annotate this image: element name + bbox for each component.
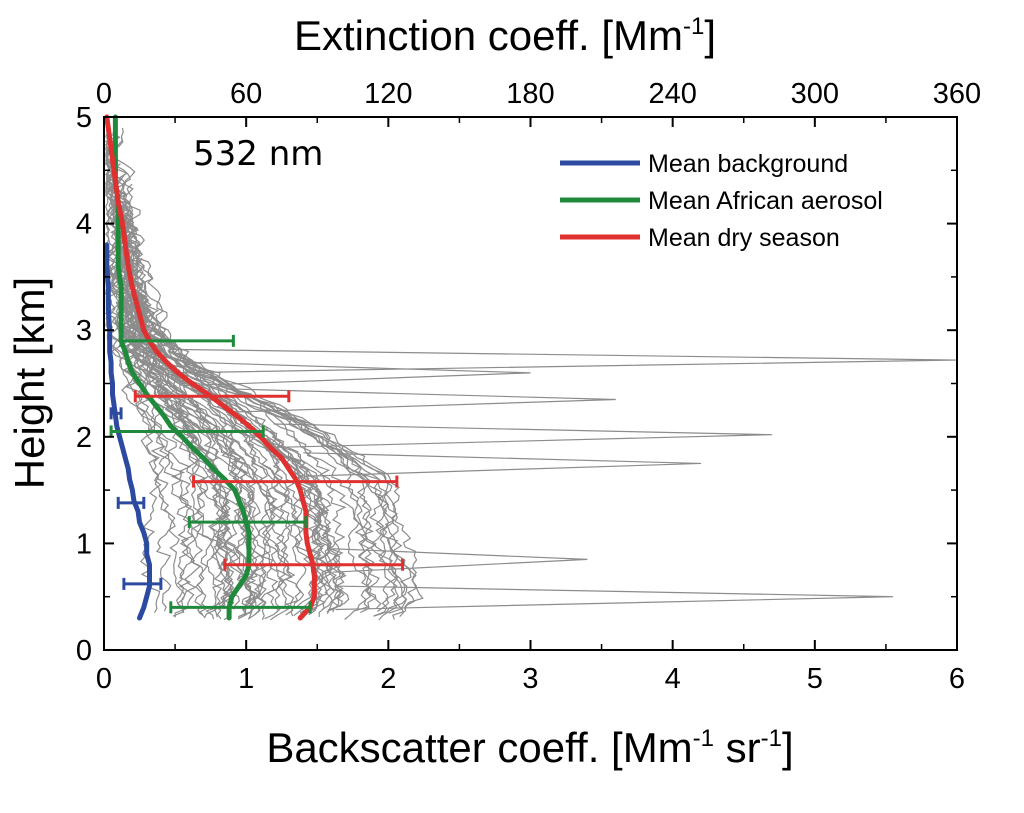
- individual-profile-line: [124, 218, 377, 620]
- x-top-tick-label: 0: [96, 78, 112, 110]
- x-bottom-tick-label: 3: [522, 663, 538, 695]
- individual-profile-line: [130, 313, 287, 613]
- bottom-axis-title: Backscatter coeff. [Mm-1 sr-1]: [266, 724, 793, 771]
- y-tick-label: 2: [76, 422, 92, 454]
- x-top-tick-label: 60: [230, 78, 262, 110]
- y-tick-label: 0: [76, 635, 92, 667]
- x-bottom-tick-label: 0: [96, 663, 112, 695]
- individual-profile-spike: [170, 348, 958, 374]
- individual-profile-spike: [273, 423, 773, 449]
- y-axis-title: Height [km]: [6, 277, 53, 489]
- axis-ticks: [103, 116, 958, 651]
- y-tick-label: 4: [76, 209, 92, 241]
- individual-profile-spike: [303, 452, 702, 477]
- legend-label-african: Mean African aerosol: [648, 187, 883, 215]
- individual-profile-line: [116, 197, 293, 621]
- individual-profile-line: [106, 155, 345, 613]
- x-bottom-tick-label: 1: [238, 663, 254, 695]
- x-top-tick-label: 360: [933, 78, 981, 110]
- x-top-tick-label: 300: [791, 78, 839, 110]
- individual-profile-spike: [225, 388, 616, 413]
- individual-profiles: [104, 124, 958, 621]
- y-tick-label: 5: [76, 102, 92, 134]
- individual-profile-spike: [335, 585, 894, 611]
- top-axis-title-sup: -1: [683, 13, 704, 40]
- x-bottom-tick-label: 6: [949, 663, 965, 695]
- individual-profile-spike: [185, 361, 531, 387]
- series-line-1: [112, 114, 252, 621]
- series-line-0: [104, 242, 152, 621]
- individual-profile-line: [104, 168, 186, 617]
- individual-profile-line: [105, 244, 176, 612]
- legend: Mean background Mean African aerosol Mea…: [560, 150, 883, 252]
- mean-series: [104, 114, 317, 621]
- top-axis-title: Extinction coeff. [Mm-1]: [294, 12, 716, 59]
- x-top-tick-label: 180: [506, 78, 554, 110]
- legend-label-dry: Mean dry season: [648, 224, 840, 252]
- legend-label-background: Mean background: [648, 150, 848, 178]
- individual-profile-line: [137, 328, 279, 619]
- individual-profile-line: [126, 329, 196, 608]
- x-bottom-tick-label: 4: [665, 663, 681, 695]
- individual-profile-line: [119, 203, 377, 610]
- series-line-2: [104, 114, 317, 621]
- individual-profile-line: [120, 221, 417, 610]
- y-tick-label: 1: [76, 528, 92, 560]
- y-tick-label: 3: [76, 315, 92, 347]
- x-top-tick-label: 240: [648, 78, 696, 110]
- x-bottom-tick-label: 5: [807, 663, 823, 695]
- x-bottom-tick-label: 2: [380, 663, 396, 695]
- individual-profile-line: [122, 231, 320, 617]
- wavelength-annotation: 532 nm: [193, 134, 323, 174]
- individual-profile-line: [113, 164, 371, 614]
- error-bars: [109, 334, 405, 614]
- x-top-tick-label: 120: [364, 78, 412, 110]
- individual-profile-spike: [332, 548, 588, 573]
